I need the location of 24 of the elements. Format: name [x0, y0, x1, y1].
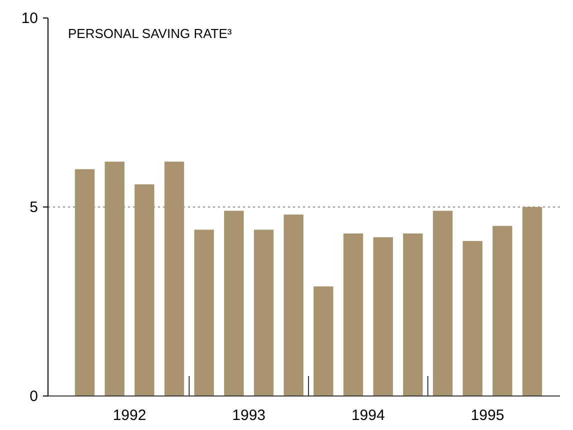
bar	[164, 162, 184, 396]
text: PERSONAL SAVING RATE³	[68, 26, 232, 41]
text: 1992	[112, 407, 146, 424]
bar	[194, 230, 214, 396]
bar	[462, 241, 482, 396]
bar	[134, 184, 154, 396]
bar	[432, 210, 453, 396]
bar	[254, 230, 274, 396]
y-tick-label: 0	[30, 388, 38, 405]
bar	[373, 237, 393, 396]
bar	[522, 207, 542, 396]
bar	[74, 169, 95, 396]
text: 1994	[351, 407, 385, 424]
bar	[343, 233, 364, 396]
bar	[403, 233, 423, 396]
y-tick-label: 5	[30, 198, 38, 216]
bar	[314, 286, 334, 396]
bar	[104, 162, 124, 396]
text: 1993	[232, 407, 266, 424]
bar	[284, 214, 304, 396]
bar	[224, 210, 244, 396]
bar	[492, 226, 512, 396]
y-tick-label: 10	[21, 10, 38, 27]
text: 1995	[470, 407, 504, 424]
